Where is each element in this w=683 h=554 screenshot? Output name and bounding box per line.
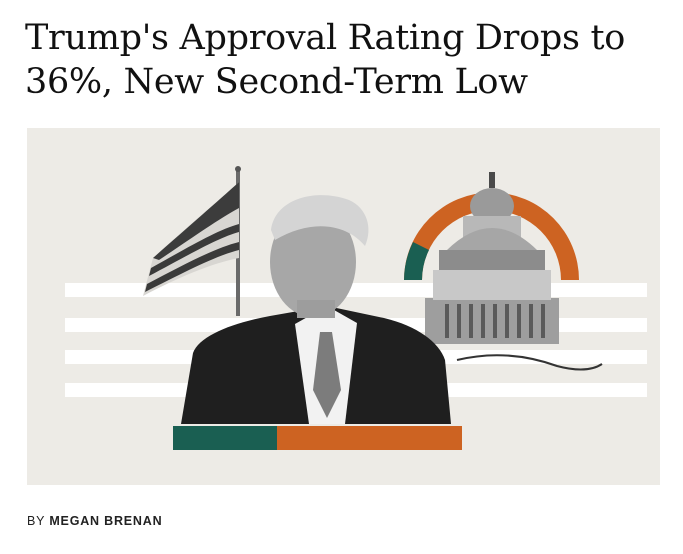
article-headline: Trump's Approval Rating Drops to 36%, Ne… (25, 18, 626, 102)
approval-arc (404, 192, 579, 280)
american-flag-icon (143, 166, 241, 316)
author-name[interactable]: MEGAN BRENAN (49, 514, 163, 528)
byline-prefix: BY (27, 514, 46, 528)
hero-image (27, 128, 660, 485)
portrait-figure-icon (181, 195, 451, 424)
byline: BY MEGAN BRENAN (27, 514, 162, 528)
approval-bar (173, 426, 462, 450)
capitol-building-icon (425, 172, 603, 371)
